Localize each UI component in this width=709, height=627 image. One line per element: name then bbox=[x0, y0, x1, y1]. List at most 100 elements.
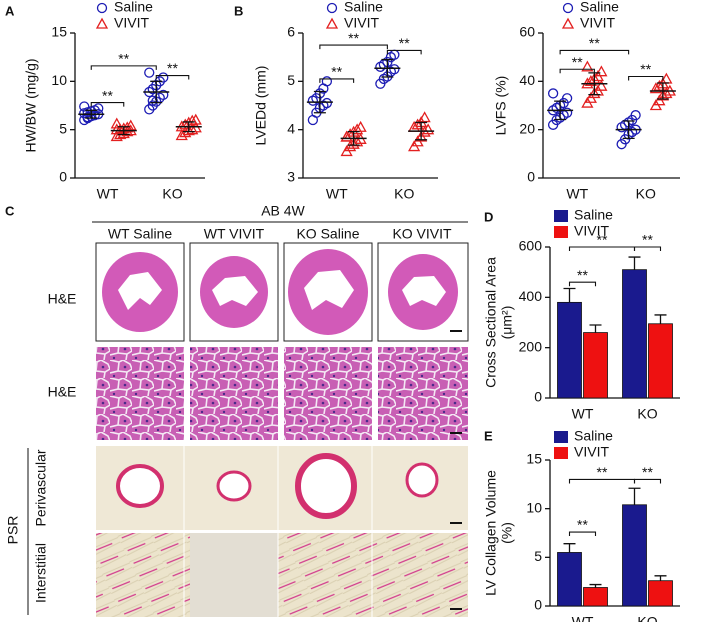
sd-bar bbox=[150, 80, 163, 104]
x-tick-label: KO bbox=[162, 186, 182, 202]
legend-marker bbox=[561, 17, 575, 29]
significance-bracket bbox=[90, 65, 157, 70]
significance-label: ** bbox=[118, 51, 129, 67]
error-bar bbox=[654, 575, 667, 581]
row-label: H&E bbox=[48, 291, 77, 307]
circle-marker bbox=[389, 64, 400, 75]
significance-bracket bbox=[319, 44, 388, 50]
sd-bar bbox=[182, 121, 195, 133]
significance-bracket bbox=[568, 531, 597, 537]
circle-marker bbox=[561, 107, 573, 118]
y-tick-label: 15 bbox=[526, 451, 542, 467]
y-tick-label: 60 bbox=[519, 24, 535, 40]
y-tick-label: 4 bbox=[287, 120, 295, 136]
y-tick-label: 0 bbox=[534, 597, 542, 613]
triangle-marker bbox=[110, 117, 123, 129]
triangle-marker bbox=[186, 114, 199, 126]
significance-label: ** bbox=[577, 267, 588, 283]
significance-label: ** bbox=[331, 64, 342, 80]
triangle-marker bbox=[588, 87, 601, 99]
legend-label: Saline bbox=[580, 0, 619, 15]
significance-bracket bbox=[386, 49, 422, 55]
circle-marker bbox=[321, 76, 333, 87]
significance-label: ** bbox=[102, 87, 113, 103]
y-tick-label: 0 bbox=[59, 169, 67, 185]
y-tick-label: 10 bbox=[51, 72, 67, 88]
circle-marker bbox=[158, 72, 169, 83]
panel-letter: C bbox=[5, 203, 15, 218]
legend-label: Saline bbox=[344, 0, 383, 15]
circle-marker bbox=[630, 110, 641, 121]
x-tick-label: WT bbox=[572, 406, 594, 422]
circle-marker bbox=[147, 95, 158, 106]
group-label: PSR bbox=[5, 516, 21, 545]
legend-label: Saline bbox=[574, 428, 613, 444]
y-tick-label: 3 bbox=[287, 169, 295, 185]
panel-letter: E bbox=[484, 428, 493, 443]
circle-marker bbox=[79, 101, 90, 112]
significance-label: ** bbox=[577, 517, 588, 533]
x-tick-label: KO bbox=[637, 614, 657, 622]
triangle-marker bbox=[340, 130, 353, 142]
legend-marker bbox=[325, 17, 339, 29]
triangle-marker bbox=[411, 118, 424, 130]
cell-images bbox=[96, 347, 468, 440]
circle-marker bbox=[321, 97, 333, 109]
heart-sections bbox=[102, 249, 462, 335]
bar bbox=[557, 552, 582, 607]
error-bar bbox=[563, 543, 576, 553]
triangle-marker bbox=[124, 119, 137, 131]
error-bar bbox=[563, 287, 576, 303]
bar bbox=[622, 269, 647, 399]
significance-label: ** bbox=[642, 232, 653, 248]
error-bar bbox=[628, 487, 641, 505]
x-tick-label: KO bbox=[637, 406, 657, 422]
y-axis-label: (%) bbox=[499, 522, 515, 544]
bar bbox=[583, 332, 608, 399]
legend-marker bbox=[326, 2, 338, 14]
panel-letter: D bbox=[484, 209, 493, 224]
triangle-marker bbox=[660, 87, 673, 99]
x-tick-label: WT bbox=[572, 614, 594, 622]
circle-marker bbox=[93, 103, 104, 114]
sd-bar bbox=[85, 109, 98, 119]
significance-bracket bbox=[559, 68, 595, 74]
sd-bar bbox=[656, 82, 669, 100]
significance-bracket bbox=[568, 281, 597, 287]
triangle-marker bbox=[351, 123, 364, 135]
circle-marker bbox=[82, 111, 93, 123]
circle-marker bbox=[144, 67, 155, 78]
significance-label: ** bbox=[167, 60, 178, 76]
legend-label: VIVIT bbox=[580, 15, 615, 31]
panel-title: AB 4W bbox=[261, 203, 305, 219]
legend-label: VIVIT bbox=[574, 444, 609, 460]
y-tick-label: 5 bbox=[287, 72, 295, 88]
x-tick-label: WT bbox=[566, 186, 588, 202]
sd-bar bbox=[381, 58, 394, 78]
significance-bracket bbox=[633, 478, 662, 484]
legend-label: VIVIT bbox=[344, 15, 379, 31]
error-bar bbox=[589, 324, 602, 333]
triangle-marker bbox=[354, 120, 367, 132]
bar bbox=[557, 301, 582, 399]
y-axis-label: LV Collagen Volume bbox=[483, 470, 499, 596]
legend-label: VIVIT bbox=[574, 223, 609, 239]
legend-marker bbox=[96, 2, 108, 14]
triangle-marker bbox=[653, 79, 666, 91]
bar bbox=[583, 587, 608, 607]
psr-perivascular bbox=[96, 446, 468, 530]
x-tick-label: KO bbox=[636, 186, 656, 202]
significance-label: ** bbox=[589, 35, 600, 51]
significance-bracket bbox=[319, 78, 355, 83]
y-tick-label: 400 bbox=[519, 288, 543, 304]
row-label: Interstitial bbox=[33, 543, 49, 603]
y-tick-label: 15 bbox=[51, 24, 67, 40]
significance-bracket bbox=[559, 49, 630, 55]
significance-label: ** bbox=[572, 54, 583, 70]
significance-bracket bbox=[155, 74, 190, 80]
significance-label: ** bbox=[597, 232, 608, 248]
row-label: Perivascular bbox=[33, 449, 49, 526]
